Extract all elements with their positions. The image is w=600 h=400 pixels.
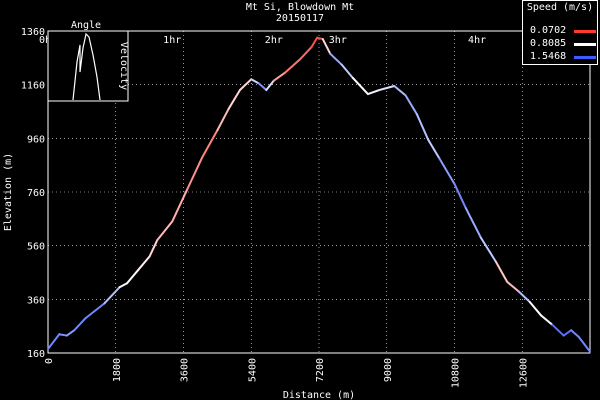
elevation-segment [73, 317, 87, 332]
elevation-segment [47, 333, 61, 350]
chart-title: Mt Si, Blowdown Mt [246, 2, 354, 13]
elevation-segment [570, 329, 580, 338]
elevation-segment [321, 38, 332, 55]
elevation-segment [528, 301, 543, 317]
elevation-segment [58, 333, 68, 337]
inset-title: Angle [71, 20, 101, 31]
elevation-segment [517, 290, 531, 304]
elevation-segment [329, 52, 343, 66]
legend-entry-fast: 1.5468 [526, 51, 598, 63]
elevation-segment [453, 182, 467, 210]
elevation-segment [310, 36, 319, 49]
elevation-segment [340, 63, 354, 79]
elevation-segment [562, 329, 573, 337]
legend-label: 0.8085 [530, 38, 567, 49]
x-tick-label: 3600 [180, 358, 191, 382]
elevation-segment [351, 76, 369, 96]
elevation-segment [415, 113, 430, 141]
elevation-segment [464, 207, 482, 239]
elevation-segment [299, 46, 313, 61]
speed-legend: Speed (m/s) 0.0702 0.8085 1.5468 [522, 0, 598, 65]
inset-side-label: Velocity [118, 42, 129, 90]
elevation-segment [506, 280, 520, 293]
x-tick-label: 1800 [112, 358, 123, 382]
elevation-segment [118, 282, 129, 289]
elevation-segment [551, 323, 565, 337]
elevation-segment [427, 138, 441, 160]
x-tick-label: 7200 [315, 358, 326, 382]
elevation-segment [126, 268, 140, 285]
elevation-segment [438, 157, 456, 185]
legend-swatch-red [574, 30, 596, 33]
elevation-segment [577, 335, 591, 353]
elevation-segment [148, 239, 159, 258]
legend-swatch-white [574, 43, 596, 46]
y-tick-label: 760 [27, 188, 45, 199]
x-tick-label: 12600 [518, 358, 529, 388]
legend-entry-medium: 0.8085 [526, 38, 598, 50]
elevation-segment [238, 78, 253, 92]
y-axis-label: Elevation (m) [3, 153, 14, 231]
legend-swatch-blue [574, 56, 596, 59]
legend-label: 1.5468 [530, 51, 567, 62]
elevation-segment [378, 85, 396, 92]
elevation-segment [284, 58, 302, 74]
elevation-segment [137, 255, 151, 271]
elevation-segment [216, 107, 230, 132]
chart-subtitle: 20150117 [276, 13, 324, 24]
elevation-segment [250, 78, 260, 85]
y-tick-label: 360 [27, 295, 45, 306]
legend-label: 0.0702 [530, 25, 567, 36]
elevation-segment [272, 71, 287, 82]
elevation-segment [393, 85, 407, 97]
x-tick-label: 5400 [247, 358, 258, 382]
time-tick-label: 3hr [329, 35, 347, 46]
elevation-segment [494, 260, 509, 283]
elevation-segment [540, 314, 554, 326]
y-tick-label: 160 [27, 349, 45, 360]
x-tick-label: 9000 [383, 358, 394, 382]
inset-plot: Angle Velocity [47, 20, 129, 102]
inset-curve [72, 32, 101, 101]
elevation-segment [186, 156, 204, 191]
y-tick-label: 1160 [21, 81, 45, 92]
elevation-series [47, 36, 591, 353]
x-tick-label: 0 [44, 358, 55, 364]
elevation-segment [201, 129, 219, 159]
elevation-segment [257, 82, 268, 92]
time-tick-label: 4hr [468, 35, 486, 46]
elevation-segment [103, 286, 121, 305]
elevation-segment [479, 236, 497, 263]
elevation-segment [227, 89, 241, 110]
elevation-segment [84, 302, 106, 320]
elevation-segment [171, 188, 189, 223]
elevation-segment [265, 79, 275, 92]
elevation-segment [156, 220, 174, 242]
elevation-segment [404, 94, 418, 116]
y-tick-label: 1360 [21, 27, 45, 38]
grid-lines [48, 31, 590, 353]
x-axis-label: Distance (m) [283, 390, 355, 400]
y-tick-label: 960 [27, 134, 45, 145]
legend-title: Speed (m/s) [526, 2, 594, 13]
legend-entry-slow: 0.0702 [526, 25, 598, 37]
inset-frame [47, 30, 129, 102]
time-tick-label: 1hr [163, 35, 181, 46]
x-tick-label: 10800 [451, 358, 462, 388]
elevation-segment [65, 329, 76, 337]
time-tick-label: 2hr [265, 35, 283, 46]
elevation-segment [366, 89, 381, 96]
y-tick-label: 560 [27, 242, 45, 253]
